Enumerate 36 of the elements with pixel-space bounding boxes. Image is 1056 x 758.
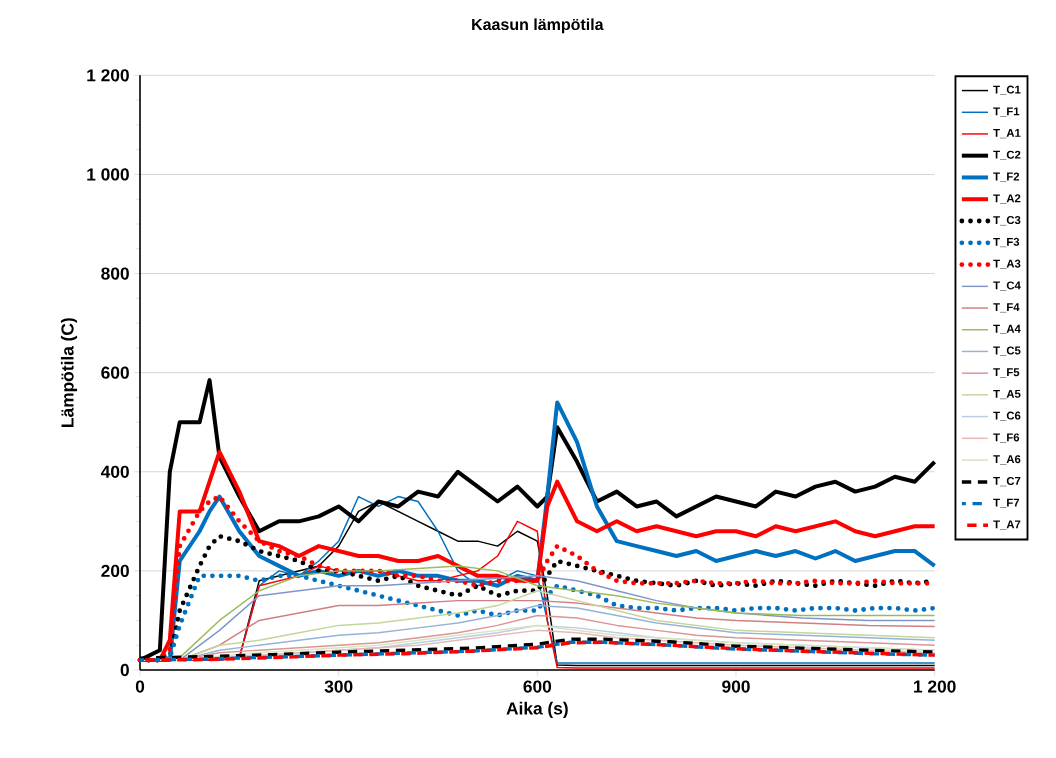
legend-label: T_C6 [993, 411, 1021, 421]
y-tick-label: 0 [120, 663, 129, 677]
legend-label: T_C7 [993, 476, 1021, 487]
x-tick-label: 0 [135, 680, 145, 693]
legend-label: T_A2 [993, 194, 1021, 204]
y-tick-label: 400 [100, 465, 129, 478]
y-axis-title: Lämpötila (C) [60, 318, 78, 427]
legend-label: T_C2 [993, 150, 1021, 161]
legend-label: T_C4 [993, 281, 1021, 291]
y-tick-label: 200 [101, 564, 129, 578]
x-tick-label: 300 [324, 680, 353, 693]
x-axis-title: Aika (s) [506, 701, 568, 719]
x-tick-label: 600 [523, 680, 552, 693]
x-tick-label: 1 200 [914, 680, 956, 693]
legend-label: T_F5 [993, 368, 1020, 378]
y-tick-label: 800 [101, 267, 129, 280]
legend-label: T_C3 [993, 216, 1021, 226]
y-tick-label: 600 [101, 366, 129, 379]
y-tick-label: 1 000 [87, 168, 129, 181]
chart-title: Kaasun lämpötila [472, 18, 604, 34]
legend-label: T_A3 [993, 259, 1021, 269]
legend-label: T_A4 [993, 324, 1021, 335]
legend-label: T_C1 [993, 85, 1021, 95]
legend-label: T_F7 [993, 498, 1020, 508]
legend-label: T_F1 [993, 107, 1020, 117]
legend-label: T_A6 [993, 455, 1021, 465]
legend-label: T_F2 [993, 172, 1020, 182]
legend-label: T_A1 [993, 129, 1021, 139]
legend-label: T_C5 [993, 346, 1021, 356]
legend-label: T_A7 [993, 520, 1021, 530]
legend-label: T_A5 [993, 389, 1021, 400]
legend-label: T_F4 [993, 303, 1020, 313]
legend-label: T_F6 [993, 433, 1020, 443]
y-tick-label: 1 200 [87, 69, 129, 82]
legend-label: T_F3 [993, 237, 1020, 248]
x-tick-label: 900 [722, 680, 750, 693]
